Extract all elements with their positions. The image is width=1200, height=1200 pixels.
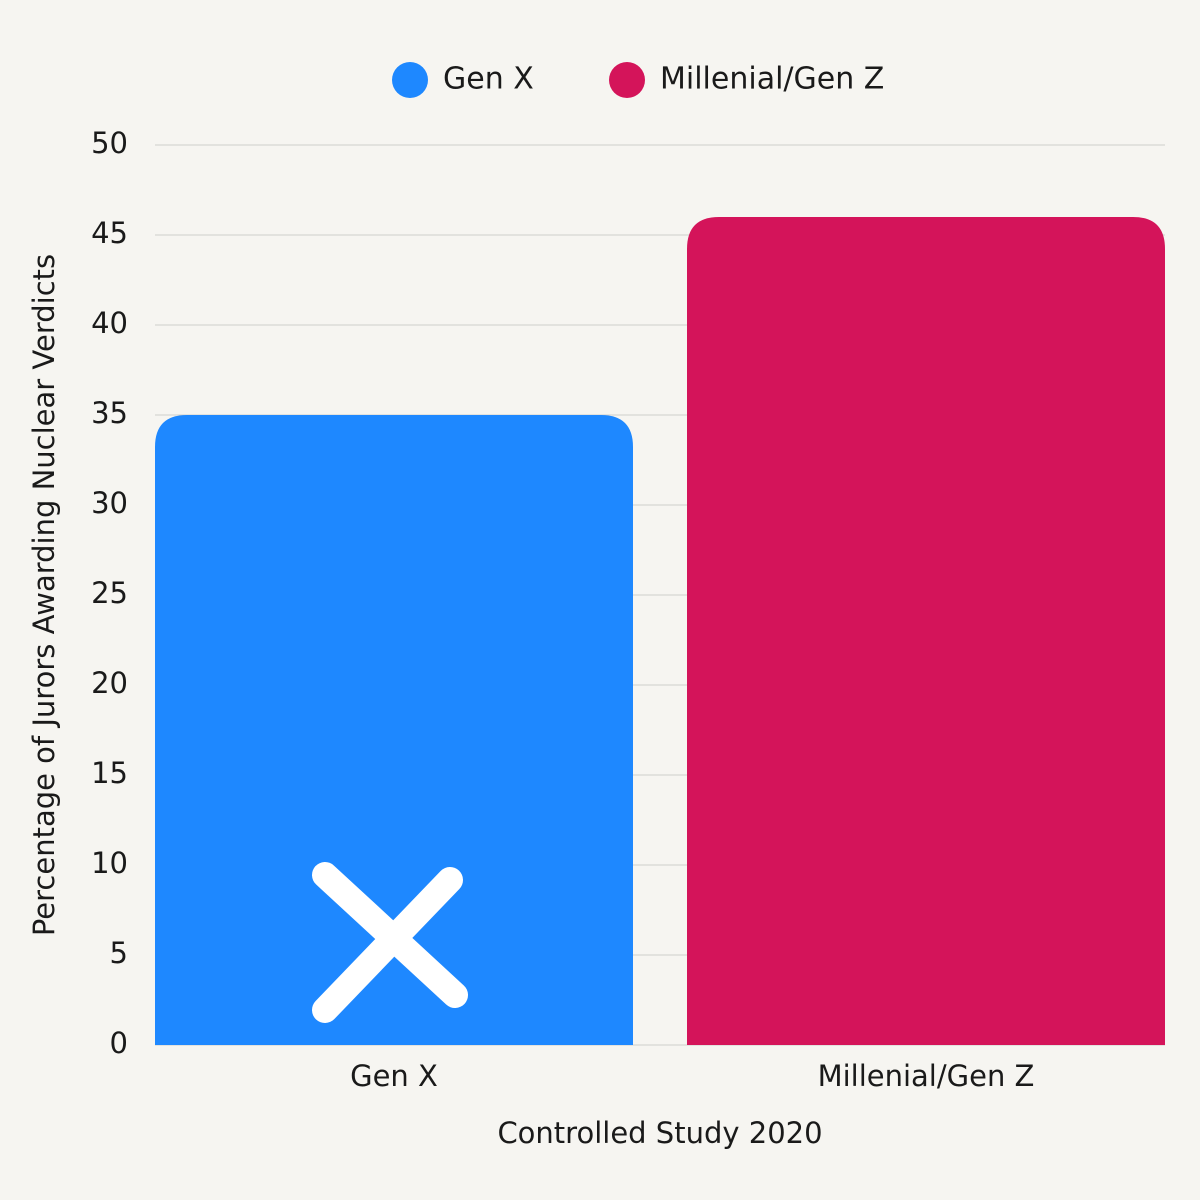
x-axis-title: Controlled Study 2020 xyxy=(497,1116,822,1150)
y-tick-label: 10 xyxy=(91,846,128,880)
y-tick-label: 45 xyxy=(91,216,128,250)
legend-swatch xyxy=(392,62,428,98)
bar xyxy=(155,415,633,1045)
legend-label: Millenial/Gen Z xyxy=(660,62,884,97)
x-decoration xyxy=(312,862,468,1023)
y-axis-title: Percentage of Jurors Awarding Nuclear Ve… xyxy=(27,254,61,936)
y-tick-label: 40 xyxy=(91,306,128,340)
y-tick-label: 5 xyxy=(110,936,128,970)
x-tick-label: Millenial/Gen Z xyxy=(818,1059,1035,1093)
y-tick-label: 20 xyxy=(91,666,128,700)
y-tick-label: 25 xyxy=(91,576,128,610)
y-tick-label: 0 xyxy=(110,1026,128,1060)
bars xyxy=(155,217,1165,1045)
y-tick-label: 50 xyxy=(91,126,128,160)
y-tick-label: 30 xyxy=(91,486,128,520)
x-tick-label: Gen X xyxy=(350,1059,438,1093)
y-tick-label: 15 xyxy=(91,756,128,790)
legend-label: Gen X xyxy=(443,62,534,97)
y-tick-label: 35 xyxy=(91,396,128,430)
legend-swatch xyxy=(609,62,645,98)
labels: 0 5 10 15 20 25 30 35 40 45 50 Gen X Millenial/Gen Z… xyxy=(91,62,1034,1094)
x-stroke xyxy=(312,867,463,1023)
bar xyxy=(687,217,1165,1045)
